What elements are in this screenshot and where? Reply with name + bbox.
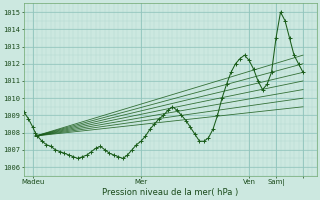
X-axis label: Pression niveau de la mer( hPa ): Pression niveau de la mer( hPa ) xyxy=(102,188,238,197)
